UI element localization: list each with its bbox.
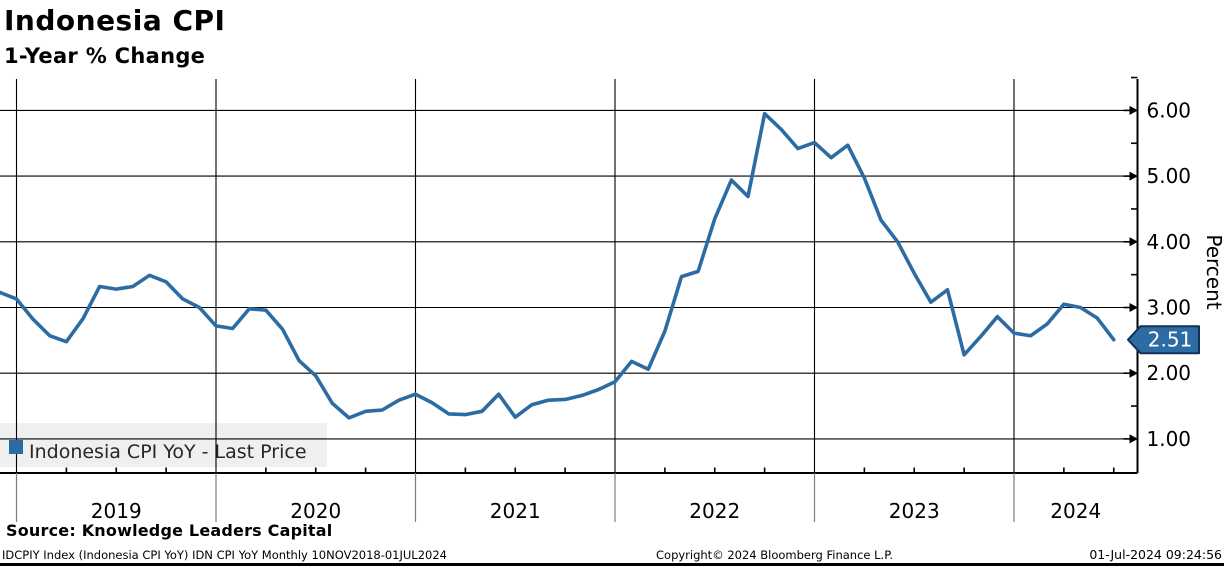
y-tick-arrow-icon — [1129, 171, 1138, 181]
x-axis-year-label: 2021 — [490, 499, 541, 523]
axes — [0, 79, 1139, 474]
y-tick-arrow-icon — [1129, 105, 1138, 115]
source-credit: Source: Knowledge Leaders Capital — [6, 521, 333, 540]
chart-subtitle: 1-Year % Change — [4, 44, 206, 68]
last-price-badge-value: 2.51 — [1148, 328, 1193, 352]
y-axis-tick-label: 6.00 — [1147, 98, 1192, 122]
x-axis-year-label: 2024 — [1050, 499, 1101, 523]
legend-box — [0, 423, 327, 467]
axis-ticks — [15, 76, 1138, 522]
gridlines — [0, 79, 1138, 473]
legend-label: Indonesia CPI YoY - Last Price — [29, 441, 307, 463]
timestamp: 01-Jul-2024 09:24:56 — [1089, 547, 1222, 562]
x-axis-year-label: 2023 — [889, 499, 940, 523]
y-axis-tick-label: 4.00 — [1147, 230, 1192, 254]
copyright-notice: Copyright© 2024 Bloomberg Finance L.P. — [656, 548, 893, 562]
x-axis-year-label: 2019 — [91, 499, 142, 523]
y-tick-arrow-icon — [1129, 237, 1138, 247]
y-axis-tick-label: 3.00 — [1147, 296, 1192, 320]
y-axis-tick-label: 5.00 — [1147, 164, 1192, 188]
y-axis-tick-label: 1.00 — [1147, 427, 1192, 451]
x-axis-year-label: 2020 — [290, 499, 341, 523]
cpi-yoy-line-series — [0, 111, 1116, 420]
y-axis-title: Percent — [1202, 234, 1224, 309]
x-axis-year-label: 2022 — [689, 499, 740, 523]
y-tick-arrow-icon — [1129, 434, 1138, 444]
axis-labels: 2019 2020 2021 2022 2023 2024 6.00 5.00 4.00 3.00… — [91, 98, 1191, 523]
chart-title: Indonesia CPI — [4, 4, 226, 37]
bottom-bar — [0, 563, 1224, 566]
legend-swatch-icon — [9, 440, 23, 454]
last-price-badge-shape — [1127, 325, 1200, 355]
y-tick-arrow-icon — [1129, 368, 1138, 378]
y-tick-arrow-icon — [1129, 303, 1138, 312]
last-price-badge: 2.51 — [1127, 325, 1200, 355]
y-axis-tick-label: 2.00 — [1147, 361, 1192, 385]
ticker-info: IDCPIY Index (Indonesia CPI YoY) IDN CPI… — [2, 548, 447, 562]
